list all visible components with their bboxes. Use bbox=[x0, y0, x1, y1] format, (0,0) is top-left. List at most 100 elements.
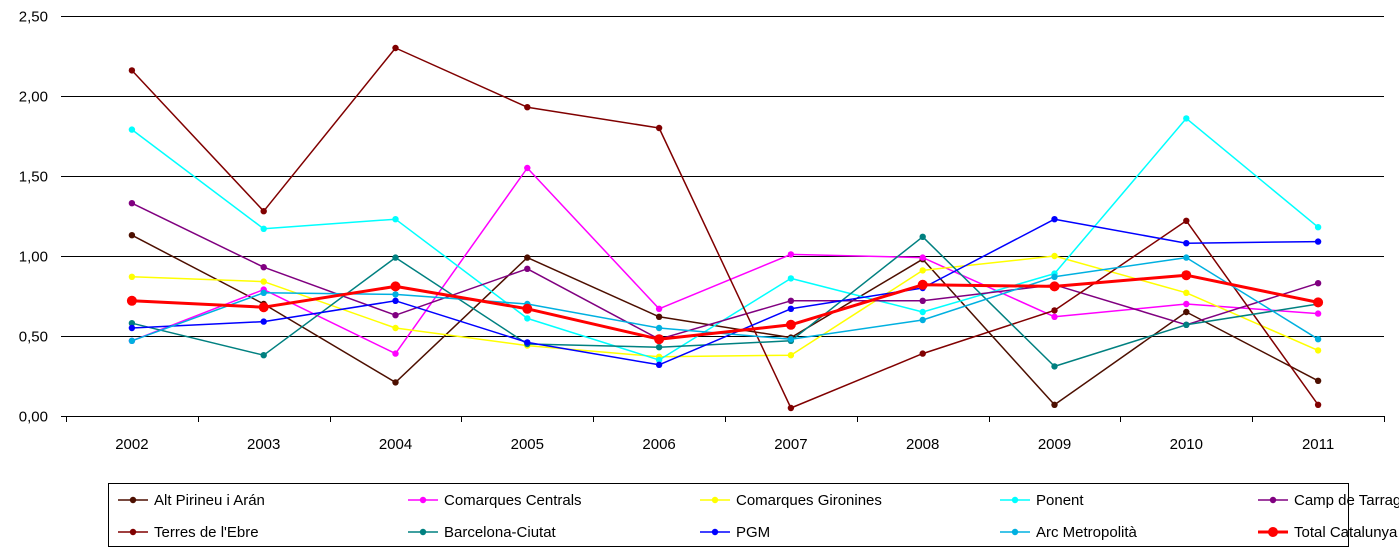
x-tick-label: 2002 bbox=[115, 436, 148, 453]
series-line bbox=[131, 255, 1319, 358]
y-tick-label: 2,50 bbox=[19, 9, 48, 26]
data-point bbox=[524, 315, 531, 322]
series-ponent bbox=[128, 115, 1322, 364]
data-point bbox=[128, 273, 136, 280]
legend-swatch-marker bbox=[129, 496, 137, 504]
data-point bbox=[1314, 377, 1322, 384]
data-point bbox=[128, 67, 136, 74]
legend-item: Total Catalunya bbox=[1258, 524, 1398, 541]
x-tick-label: 2003 bbox=[247, 436, 280, 453]
data-point bbox=[1051, 401, 1058, 408]
legend-item: Comarques Gironines bbox=[700, 492, 882, 509]
series-camp-de-tarragona bbox=[128, 200, 1322, 343]
data-point bbox=[1314, 224, 1322, 231]
data-point bbox=[1183, 300, 1190, 308]
data-point bbox=[392, 291, 399, 298]
gridlines bbox=[66, 16, 1384, 337]
data-point bbox=[392, 216, 399, 223]
data-point bbox=[392, 312, 399, 319]
legend-label: Terres de l'Ebre bbox=[154, 524, 259, 541]
data-point bbox=[128, 200, 136, 207]
legend-item: Ponent bbox=[1000, 492, 1084, 509]
data-point bbox=[654, 334, 665, 345]
y-tick-label: 1,50 bbox=[19, 169, 48, 186]
data-point bbox=[1051, 216, 1058, 223]
x-tick-label: 2004 bbox=[379, 436, 412, 453]
legend-item: Alt Pirineu i Arán bbox=[118, 492, 265, 509]
data-point bbox=[919, 350, 926, 357]
series-comarques-centrals bbox=[128, 164, 1322, 357]
legend-label: Ponent bbox=[1036, 492, 1084, 509]
x-tick-label: 2005 bbox=[511, 436, 544, 453]
y-tick-label: 0,50 bbox=[19, 329, 48, 346]
data-point bbox=[392, 254, 399, 261]
data-point bbox=[1314, 280, 1322, 287]
data-point bbox=[1314, 238, 1322, 245]
legend-item: Arc Metropolità bbox=[1000, 524, 1138, 541]
series-line bbox=[131, 167, 1319, 355]
legend-label: Barcelona-Ciutat bbox=[444, 524, 557, 541]
axes: 0,00 0,50 1,00 1,50 2,00 2,50 2002 2003 2004 2005… bbox=[19, 9, 1385, 453]
y-tick-label: 0,00 bbox=[19, 409, 48, 426]
legend-label: Alt Pirineu i Arán bbox=[154, 492, 265, 509]
data-point bbox=[1183, 254, 1190, 261]
data-point bbox=[787, 275, 795, 282]
series-barcelona-ciutat bbox=[128, 233, 1322, 370]
data-point bbox=[1051, 252, 1058, 260]
data-point bbox=[655, 324, 663, 332]
legend-label: Comarques Centrals bbox=[444, 492, 582, 509]
data-point bbox=[260, 225, 267, 232]
data-point bbox=[392, 297, 399, 304]
data-point bbox=[128, 126, 136, 133]
series-line bbox=[131, 273, 1319, 341]
data-point bbox=[919, 267, 926, 274]
data-point bbox=[655, 313, 663, 320]
data-point bbox=[260, 352, 267, 359]
data-point bbox=[787, 305, 795, 312]
series-line bbox=[131, 218, 1319, 366]
series-terres-de-l-ebre bbox=[128, 44, 1322, 412]
data-point bbox=[655, 356, 663, 364]
data-point bbox=[919, 254, 926, 261]
data-point bbox=[787, 297, 795, 304]
data-point bbox=[392, 350, 399, 357]
data-point bbox=[919, 316, 926, 324]
data-point bbox=[260, 278, 267, 285]
data-point bbox=[919, 233, 926, 240]
data-point bbox=[1314, 336, 1322, 343]
data-point bbox=[655, 305, 663, 312]
x-tick-label: 2009 bbox=[1038, 436, 1071, 453]
data-point bbox=[1313, 297, 1324, 308]
data-point bbox=[260, 318, 267, 325]
data-point bbox=[392, 324, 399, 332]
data-point bbox=[787, 352, 795, 359]
legend-item: PGM bbox=[700, 524, 770, 541]
series-line bbox=[131, 47, 1319, 409]
data-point bbox=[655, 361, 663, 368]
legend-label: Arc Metropolità bbox=[1036, 524, 1138, 541]
series-line bbox=[131, 117, 1319, 361]
data-point bbox=[1183, 289, 1190, 296]
legend-label: Camp de Tarragona bbox=[1294, 492, 1399, 509]
data-point bbox=[128, 320, 136, 327]
legend-box bbox=[108, 483, 1349, 547]
data-point bbox=[1183, 308, 1190, 316]
data-point bbox=[1183, 217, 1190, 224]
data-point bbox=[260, 208, 267, 215]
data-point bbox=[787, 251, 795, 258]
legend-swatch-marker bbox=[711, 496, 719, 504]
x-tick-label: 2008 bbox=[906, 436, 939, 453]
data-point bbox=[785, 319, 796, 330]
legend-swatch-marker bbox=[1011, 496, 1019, 504]
data-point bbox=[524, 164, 531, 172]
data-point bbox=[655, 344, 663, 351]
x-tick-label: 2011 bbox=[1302, 436, 1334, 453]
x-tick-label: 2006 bbox=[642, 436, 675, 453]
legend-item: Camp de Tarragona bbox=[1258, 492, 1399, 509]
legend-swatch-marker bbox=[711, 528, 719, 536]
data-point bbox=[655, 124, 663, 132]
legend: Alt Pirineu i Arán Comarques Centrals Coma… bbox=[108, 483, 1399, 547]
data-point bbox=[787, 336, 795, 343]
data-point bbox=[392, 44, 399, 52]
